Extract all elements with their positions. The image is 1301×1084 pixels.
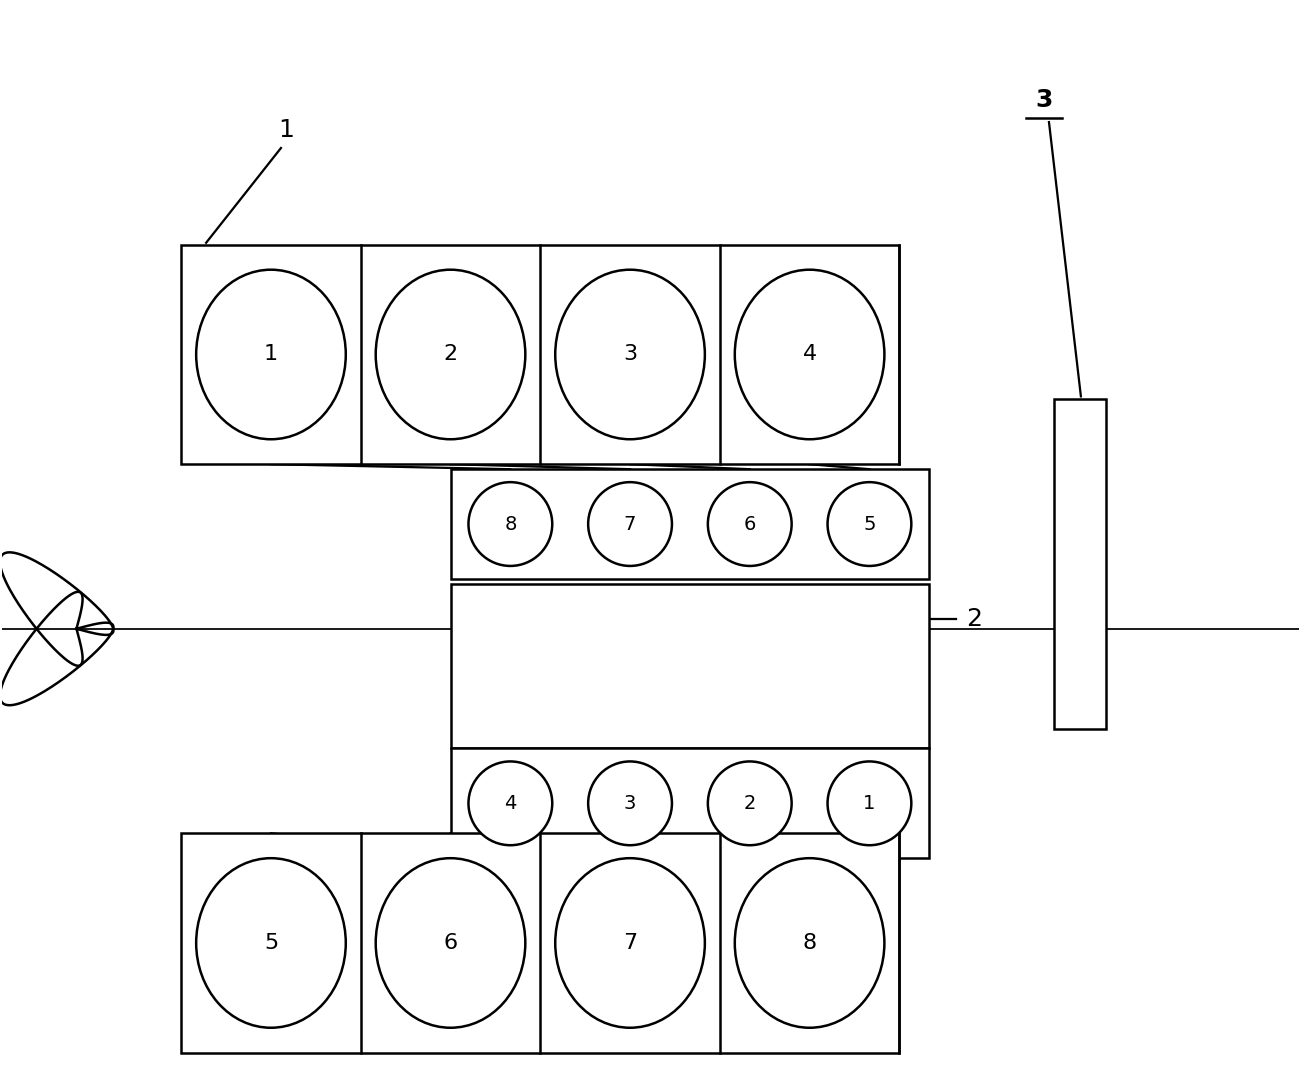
Ellipse shape	[556, 270, 705, 439]
Ellipse shape	[588, 761, 671, 846]
Text: 5: 5	[863, 515, 876, 533]
Bar	[1054, 399, 1106, 728]
Text: 6: 6	[744, 515, 756, 533]
Ellipse shape	[376, 270, 526, 439]
Ellipse shape	[735, 859, 885, 1028]
Ellipse shape	[376, 859, 526, 1028]
Text: 7: 7	[624, 515, 636, 533]
Ellipse shape	[708, 482, 791, 566]
Text: 2: 2	[444, 345, 458, 364]
Bar	[181, 834, 899, 1053]
Text: 4: 4	[803, 345, 817, 364]
Text: 5: 5	[264, 933, 278, 953]
Ellipse shape	[468, 482, 552, 566]
Text: 3: 3	[623, 345, 637, 364]
Ellipse shape	[196, 270, 346, 439]
Ellipse shape	[196, 859, 346, 1028]
Text: 3: 3	[1036, 88, 1053, 112]
Ellipse shape	[588, 482, 671, 566]
Bar	[450, 584, 929, 748]
Ellipse shape	[735, 270, 885, 439]
Ellipse shape	[827, 761, 911, 846]
Text: 4: 4	[505, 793, 516, 813]
Text: 2: 2	[744, 793, 756, 813]
Bar	[450, 469, 929, 579]
Text: 8: 8	[505, 515, 516, 533]
Ellipse shape	[827, 482, 911, 566]
Text: 8: 8	[803, 933, 817, 953]
Text: 3: 3	[624, 793, 636, 813]
Text: 1: 1	[278, 118, 294, 142]
Text: 1: 1	[864, 793, 876, 813]
Ellipse shape	[468, 761, 552, 846]
Ellipse shape	[708, 761, 791, 846]
Text: 6: 6	[444, 933, 458, 953]
Text: 1: 1	[264, 345, 278, 364]
Text: 7: 7	[623, 933, 637, 953]
Text: 2: 2	[967, 607, 982, 631]
Ellipse shape	[556, 859, 705, 1028]
Bar	[181, 245, 899, 464]
Bar	[450, 748, 929, 859]
